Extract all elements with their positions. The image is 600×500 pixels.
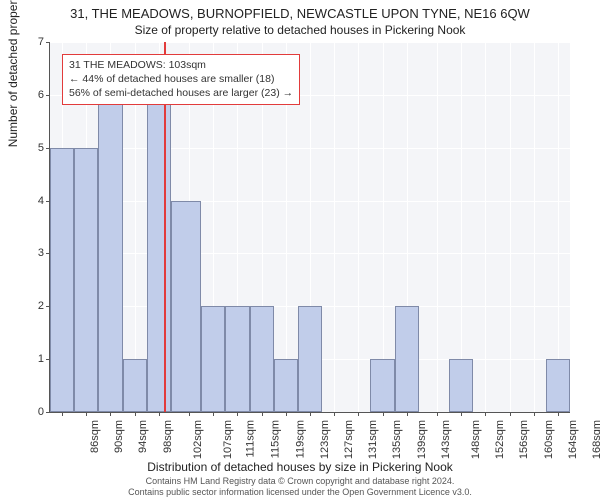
x-tick-mark [358,412,359,416]
x-tick-label: 111sqm [245,420,257,458]
y-tick-label: 2 [24,300,44,312]
y-tick-label: 1 [24,353,44,365]
x-tick-mark [510,412,511,416]
y-tick-label: 3 [24,247,44,259]
footnote-line-1: Contains HM Land Registry data © Crown c… [0,476,600,487]
x-tick-label: 164sqm [567,420,579,459]
x-tick-mark [437,412,438,416]
grid-line-vertical [358,42,359,412]
histogram-bar [201,306,225,412]
x-tick-label: 156sqm [518,420,530,459]
x-tick-label: 86sqm [89,420,101,453]
y-tick-label: 4 [24,195,44,207]
reference-callout: 31 THE MEADOWS: 103sqm ← 44% of detached… [62,54,300,105]
histogram-bar [123,359,147,412]
x-tick-label: 98sqm [162,420,174,453]
histogram-bar [98,95,122,412]
histogram-bar [298,306,322,412]
y-tick-label: 5 [24,142,44,154]
x-tick-label: 127sqm [343,420,355,459]
callout-line-2: ← 44% of detached houses are smaller (18… [69,72,293,86]
y-tick-label: 6 [24,89,44,101]
x-tick-label: 148sqm [470,420,482,459]
x-tick-label: 94sqm [137,420,149,453]
grid-line-vertical [534,42,535,412]
x-tick-mark [262,412,263,416]
x-tick-label: 168sqm [591,420,600,459]
x-tick-label: 123sqm [319,420,331,459]
x-tick-mark [110,412,111,416]
histogram-bar [147,95,171,412]
x-tick-mark [86,412,87,416]
x-tick-label: 119sqm [294,420,306,458]
y-tick-mark [46,253,50,254]
x-tick-label: 135sqm [392,420,404,459]
x-tick-mark [237,412,238,416]
x-tick-label: 152sqm [494,420,506,459]
histogram-bar [449,359,473,412]
x-tick-label: 115sqm [270,420,282,458]
callout-line-3: 56% of semi-detached houses are larger (… [69,86,293,100]
chart-container: { "title_main": "31, THE MEADOWS, BURNOP… [0,0,600,500]
chart-title-main: 31, THE MEADOWS, BURNOPFIELD, NEWCASTLE … [0,0,600,21]
y-tick-label: 7 [24,36,44,48]
y-axis-line [49,42,50,412]
histogram-bar [171,201,201,412]
y-tick-label: 0 [24,406,44,418]
grid-line-vertical [485,42,486,412]
histogram-bar [74,148,98,412]
x-tick-label: 90sqm [113,420,125,453]
y-tick-mark [46,148,50,149]
grid-line-vertical [334,42,335,412]
grid-line-vertical [437,42,438,412]
x-tick-mark [461,412,462,416]
x-tick-mark [310,412,311,416]
x-tick-label: 143sqm [440,420,452,459]
x-tick-mark [485,412,486,416]
chart-footnote: Contains HM Land Registry data © Crown c… [0,476,600,499]
x-tick-mark [286,412,287,416]
x-tick-mark [334,412,335,416]
y-tick-labels: 01234567 [0,42,48,412]
chart-title-sub: Size of property relative to detached ho… [0,21,600,37]
x-tick-mark [62,412,63,416]
y-tick-mark [46,201,50,202]
footnote-line-2: Contains public sector information licen… [0,487,600,498]
histogram-bar [250,306,274,412]
x-tick-mark [213,412,214,416]
y-tick-mark [46,359,50,360]
histogram-bar [395,306,419,412]
x-tick-mark [135,412,136,416]
x-tick-label: 139sqm [416,420,428,459]
histogram-bar [225,306,249,412]
x-tick-mark [159,412,160,416]
x-axis-label: Distribution of detached houses by size … [0,460,600,474]
y-tick-mark [46,306,50,307]
x-tick-mark [383,412,384,416]
x-tick-mark [189,412,190,416]
histogram-bar [50,148,74,412]
histogram-bar [370,359,394,412]
x-tick-label: 107sqm [222,420,234,459]
x-tick-label: 160sqm [543,420,555,459]
grid-line-vertical [383,42,384,412]
grid-line-vertical [510,42,511,412]
grid-line-vertical [461,42,462,412]
x-tick-mark [558,412,559,416]
callout-line-1: 31 THE MEADOWS: 103sqm [69,58,293,72]
x-tick-mark [407,412,408,416]
y-tick-mark [46,42,50,43]
y-tick-mark [46,95,50,96]
x-tick-labels: 86sqm 90sqm 94sqm 98sqm 102sqm 107sqm 111sqm 11… [50,414,570,458]
x-tick-label: 131sqm [367,420,379,459]
x-tick-mark [534,412,535,416]
histogram-bar [274,359,298,412]
grid-line-vertical [558,42,559,412]
y-tick-mark [46,412,50,413]
histogram-bar [546,359,570,412]
x-tick-label: 102sqm [192,420,204,459]
